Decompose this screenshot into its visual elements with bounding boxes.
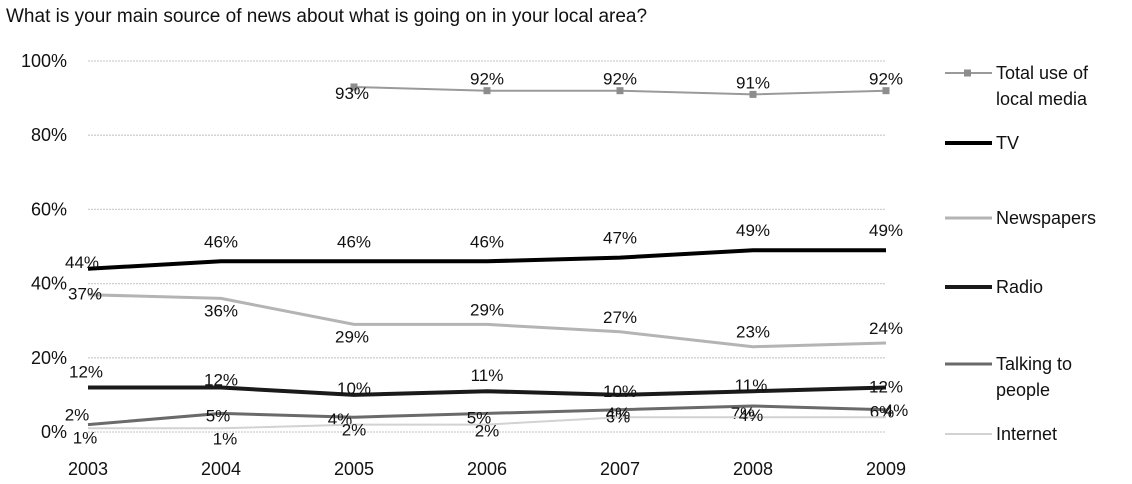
legend-marker: [964, 69, 971, 77]
x-tick-label: 2008: [733, 459, 773, 479]
x-tick-label: 2007: [600, 459, 640, 479]
data-label: 44%: [65, 253, 99, 272]
legend-label: Total use of local media: [996, 63, 1089, 109]
y-tick-label: 80%: [31, 125, 67, 145]
x-tick-label: 2009: [866, 459, 906, 479]
data-label: 11%: [471, 366, 504, 385]
data-label: 10%: [603, 382, 637, 401]
data-label: 2%: [65, 406, 90, 425]
data-label: 92%: [603, 70, 637, 89]
data-point-marker: [616, 87, 624, 95]
data-label: 93%: [335, 84, 369, 103]
data-label: 92%: [470, 70, 504, 89]
y-tick-label: 0%: [41, 422, 67, 442]
series-line: [87, 248, 886, 271]
x-tick-label: 2004: [201, 459, 241, 479]
data-point-marker: [350, 83, 358, 91]
data-label: 49%: [736, 221, 770, 240]
legend-label: Newspapers: [996, 208, 1096, 228]
data-label: 46%: [470, 232, 504, 251]
data-label: 91%: [736, 73, 770, 92]
series-line: [88, 385, 887, 397]
data-label: 92%: [869, 70, 903, 89]
data-label: 29%: [335, 327, 369, 346]
series-line: [87, 293, 887, 349]
x-tick-label: 2005: [334, 459, 374, 479]
data-label: 4%: [884, 401, 909, 420]
data-label: 47%: [603, 229, 637, 248]
x-tick-label: 2003: [68, 459, 108, 479]
data-label: 29%: [470, 300, 504, 319]
data-label: 1%: [73, 428, 98, 447]
data-label: 12%: [204, 370, 238, 389]
legend-label: Talking to people: [996, 354, 1072, 400]
y-tick-label: 40%: [31, 274, 67, 294]
data-label: 4%: [606, 404, 631, 423]
data-label: 11%: [735, 376, 768, 395]
x-tick-label: 2006: [467, 459, 507, 479]
data-label: 36%: [204, 301, 238, 320]
data-point-marker: [882, 87, 890, 95]
data-label: 5%: [206, 406, 231, 425]
data-label: 5%: [467, 408, 492, 427]
data-label: 1%: [213, 429, 238, 448]
series-line: [88, 416, 886, 430]
data-label: 23%: [736, 323, 770, 342]
legend-label: TV: [996, 133, 1019, 153]
data-label: 27%: [603, 308, 637, 327]
data-label: 4%: [739, 406, 764, 425]
series-line: [87, 404, 887, 427]
chart-title: What is your main source of news about w…: [6, 6, 648, 27]
data-label: 24%: [869, 319, 903, 338]
data-label: 46%: [204, 232, 238, 251]
data-label: 46%: [337, 232, 371, 251]
data-label: 2%: [475, 422, 500, 441]
legend-label: Internet: [996, 424, 1057, 444]
y-tick-label: 60%: [31, 199, 67, 219]
data-label: 10%: [337, 379, 371, 398]
data-label: 2%: [342, 421, 367, 440]
y-tick-label: 20%: [31, 348, 67, 368]
y-tick-label: 100%: [21, 51, 67, 71]
data-point-marker: [483, 87, 491, 95]
data-label: 49%: [869, 221, 903, 240]
data-label: 12%: [869, 377, 903, 396]
legend-label: Radio: [996, 277, 1043, 297]
data-label: 12%: [69, 362, 103, 381]
data-label: 7%: [731, 404, 756, 423]
data-label: 37%: [68, 285, 102, 304]
data-point-marker: [749, 90, 757, 98]
